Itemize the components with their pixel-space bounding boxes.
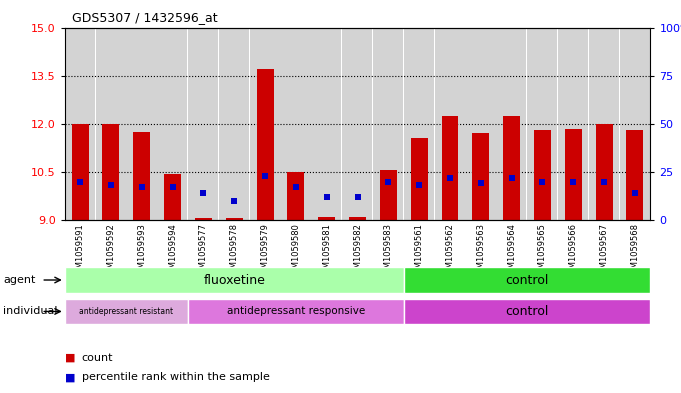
Bar <box>95 28 127 220</box>
Bar <box>588 28 589 220</box>
Bar <box>65 28 95 220</box>
Bar <box>65 267 404 293</box>
Bar <box>249 28 250 220</box>
Text: control: control <box>505 274 549 286</box>
Bar <box>311 28 342 220</box>
Bar <box>287 172 304 220</box>
Bar <box>404 28 434 220</box>
Text: ■: ■ <box>65 353 75 363</box>
Bar <box>195 219 212 220</box>
Bar <box>403 28 405 220</box>
Bar <box>496 28 527 220</box>
Bar <box>218 28 219 220</box>
Bar <box>441 116 458 220</box>
Text: antidepressant responsive: antidepressant responsive <box>227 307 365 316</box>
Bar <box>620 28 650 220</box>
Bar <box>380 170 397 220</box>
Bar <box>280 28 281 220</box>
Text: count: count <box>82 353 113 363</box>
Bar <box>373 28 404 220</box>
Bar <box>534 130 551 220</box>
Bar <box>102 124 119 220</box>
Bar <box>411 138 428 220</box>
Bar <box>627 130 644 220</box>
Bar <box>465 28 466 220</box>
Bar <box>188 299 404 324</box>
Bar <box>187 28 189 220</box>
Bar <box>257 69 274 220</box>
Bar <box>349 217 366 220</box>
Bar <box>318 217 335 220</box>
Bar <box>526 28 528 220</box>
Bar <box>127 28 157 220</box>
Bar <box>434 28 465 220</box>
Bar <box>126 28 127 220</box>
Bar <box>311 28 312 220</box>
Bar <box>527 28 558 220</box>
Bar <box>496 28 497 220</box>
Bar <box>72 124 89 220</box>
Bar <box>373 28 374 220</box>
Bar <box>404 299 650 324</box>
Bar <box>342 28 373 220</box>
Bar <box>341 28 343 220</box>
Bar <box>473 133 489 220</box>
Bar <box>558 28 588 220</box>
Text: fluoxetine: fluoxetine <box>204 274 265 286</box>
Text: ■: ■ <box>65 372 75 382</box>
Text: individual: individual <box>3 307 58 316</box>
Bar <box>588 28 620 220</box>
Bar <box>65 299 188 324</box>
Bar <box>133 132 151 220</box>
Bar <box>157 28 158 220</box>
Bar <box>565 129 582 220</box>
Bar <box>188 28 219 220</box>
Bar <box>465 28 496 220</box>
Text: percentile rank within the sample: percentile rank within the sample <box>82 372 270 382</box>
Bar <box>157 28 188 220</box>
Bar <box>404 267 650 293</box>
Bar <box>164 174 181 220</box>
Bar <box>281 28 311 220</box>
Text: control: control <box>505 305 549 318</box>
Bar <box>250 28 281 220</box>
Text: GDS5307 / 1432596_at: GDS5307 / 1432596_at <box>72 11 217 24</box>
Text: agent: agent <box>3 275 36 285</box>
Bar <box>619 28 620 220</box>
Bar <box>225 219 242 220</box>
Bar <box>557 28 558 220</box>
Bar <box>95 28 96 220</box>
Bar <box>219 28 250 220</box>
Bar <box>434 28 435 220</box>
Bar <box>503 116 520 220</box>
Text: antidepressant resistant: antidepressant resistant <box>79 307 174 316</box>
Bar <box>596 124 613 220</box>
